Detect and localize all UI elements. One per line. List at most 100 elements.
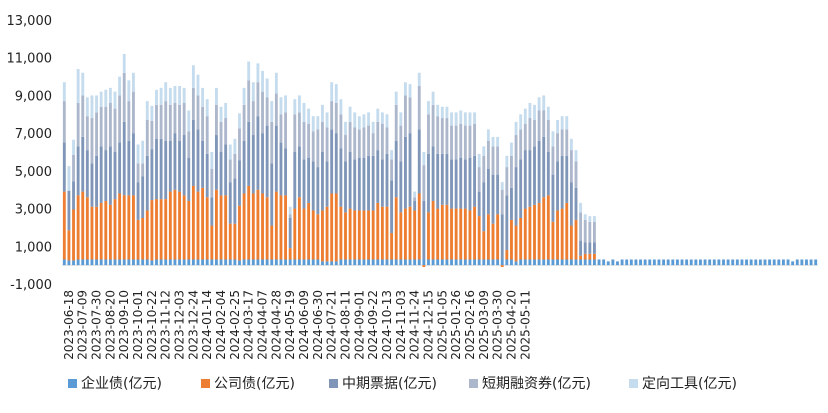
bar-segment-s4-46 bbox=[274, 72, 278, 94]
bar-segment-s4-12 bbox=[118, 76, 122, 96]
bar-segment-s0-77 bbox=[417, 259, 421, 266]
bar-segment-s3-31 bbox=[205, 116, 209, 154]
bar-segment-s3-35 bbox=[224, 118, 228, 145]
legend-label-1: 公司债(亿元) bbox=[214, 376, 295, 392]
bar-segment-s4-33 bbox=[215, 87, 218, 105]
bar-segment-s2-97 bbox=[510, 187, 513, 220]
bar-segment-s4-4 bbox=[81, 72, 85, 96]
bar-segment-s0-74 bbox=[404, 259, 407, 266]
bar-segment-s4-48 bbox=[284, 95, 287, 113]
bar-segment-s0-152 bbox=[763, 259, 767, 266]
bar-segment-s4-100 bbox=[523, 108, 527, 124]
x-tick-label: 2023-11-12 bbox=[159, 290, 173, 360]
x-axis: 2023-06-18 2023-07-09 2023-07-30 2023-08-20… bbox=[62, 290, 532, 360]
bar-segment-s2-66 bbox=[367, 155, 370, 211]
bar-segment-s2-62 bbox=[348, 152, 352, 209]
bar-segment-s4-60 bbox=[339, 99, 343, 115]
bar-segment-s2-85 bbox=[454, 159, 458, 209]
bar-segment-s1-20 bbox=[155, 199, 158, 260]
bar-segment-s4-6 bbox=[90, 95, 94, 119]
bar-segment-s1-85 bbox=[454, 208, 458, 260]
bar-segment-s2-112 bbox=[579, 240, 583, 256]
bar-segment-s2-0 bbox=[62, 142, 66, 192]
bar-segment-s4-83 bbox=[445, 106, 449, 119]
bar-segment-s3-87 bbox=[463, 125, 467, 160]
bar-segment-s0-158 bbox=[791, 261, 795, 266]
bar-segment-s1-21 bbox=[159, 199, 163, 260]
bar-segment-s0-55 bbox=[316, 259, 320, 266]
bar-segment-s1-69 bbox=[380, 206, 384, 260]
bar-segment-s3-57 bbox=[325, 127, 329, 162]
bar-segment-s1-65 bbox=[362, 210, 366, 260]
bar-segment-s3-34 bbox=[219, 121, 223, 152]
bar-segment-s2-53 bbox=[307, 157, 311, 203]
bar-segment-s0-88 bbox=[468, 259, 472, 266]
bar-segment-s1-6 bbox=[90, 206, 94, 260]
bar-segment-s2-87 bbox=[463, 159, 467, 209]
bar-segment-s3-42 bbox=[256, 82, 260, 117]
bar-segment-s4-92 bbox=[486, 129, 490, 141]
bar-segment-s0-111 bbox=[574, 259, 578, 266]
bar-segment-s4-51 bbox=[297, 95, 301, 113]
bar-segment-s2-31 bbox=[205, 153, 209, 198]
bar-segment-s0-148 bbox=[745, 259, 748, 266]
bar-segment-s0-6 bbox=[90, 259, 94, 266]
bar-segment-s2-61 bbox=[344, 161, 347, 213]
bar-segment-s2-70 bbox=[385, 153, 389, 207]
bar-segment-s0-33 bbox=[215, 259, 218, 266]
bar-segment-s3-29 bbox=[196, 95, 200, 130]
bar-segment-s4-55 bbox=[316, 116, 320, 130]
bar-segment-s2-79 bbox=[427, 153, 430, 213]
bar-segment-s3-55 bbox=[316, 129, 320, 168]
bar-segment-s3-88 bbox=[468, 125, 472, 158]
bar-segment-s3-45 bbox=[270, 121, 274, 164]
bar-segment-s0-10 bbox=[108, 259, 112, 266]
bar-segment-s0-122 bbox=[625, 259, 629, 266]
bar-segment-s0-23 bbox=[168, 259, 172, 266]
bar-segment-s0-22 bbox=[164, 259, 168, 266]
bar-segment-s2-80 bbox=[431, 146, 435, 202]
bar-segment-s1-59 bbox=[334, 193, 338, 262]
bar-segment-s3-79 bbox=[427, 114, 430, 154]
bar-segment-s2-41 bbox=[251, 135, 255, 194]
bar-segment-s2-77 bbox=[417, 129, 421, 194]
bar-segment-s4-113 bbox=[583, 214, 587, 220]
bar-segment-s1-43 bbox=[261, 193, 264, 260]
bar-segment-s2-86 bbox=[459, 157, 463, 209]
bar-segment-s2-33 bbox=[215, 135, 218, 190]
bar-segment-s2-76 bbox=[413, 201, 417, 211]
x-tick-label: 2024-04-28 bbox=[269, 290, 283, 360]
bar-segment-s2-58 bbox=[330, 129, 334, 194]
bar-segment-s1-4 bbox=[81, 191, 85, 260]
bar-segment-s3-39 bbox=[242, 104, 246, 141]
bar-segment-s2-10 bbox=[108, 146, 112, 205]
bar-segment-s1-62 bbox=[348, 208, 352, 260]
bar-segment-s0-39 bbox=[242, 259, 246, 266]
bar-segment-s0-45 bbox=[270, 259, 274, 266]
bar-segment-s1-95 bbox=[500, 265, 504, 268]
bar-segment-s0-81 bbox=[436, 259, 440, 266]
x-tick-label: 2024-06-30 bbox=[311, 290, 325, 360]
bar-segment-s0-73 bbox=[399, 259, 403, 266]
bar-segment-s1-113 bbox=[583, 253, 587, 260]
bar-segment-s0-138 bbox=[699, 259, 702, 266]
bar-segment-s3-84 bbox=[450, 125, 453, 160]
bar-segment-s0-11 bbox=[113, 259, 117, 266]
bar-segment-s2-64 bbox=[357, 157, 361, 211]
legend-label-2: 中期票据(亿元) bbox=[342, 376, 437, 392]
bar-segment-s1-24 bbox=[173, 189, 177, 260]
bar-segment-s3-53 bbox=[307, 123, 311, 158]
bar-segment-s0-84 bbox=[450, 259, 453, 266]
bar-segment-s0-99 bbox=[519, 259, 523, 266]
bar-segment-s4-22 bbox=[164, 82, 168, 102]
bar-segment-s0-119 bbox=[611, 259, 615, 266]
bar-segment-s4-15 bbox=[132, 72, 135, 92]
bar-segment-s1-80 bbox=[431, 201, 435, 260]
bar-segment-s0-60 bbox=[339, 259, 343, 266]
bar-segment-s1-68 bbox=[376, 202, 380, 260]
bar-segment-s2-108 bbox=[560, 155, 564, 209]
bar-segment-s1-45 bbox=[270, 225, 274, 260]
bar-segment-s2-95 bbox=[500, 214, 504, 260]
bar-segment-s4-66 bbox=[367, 112, 370, 126]
